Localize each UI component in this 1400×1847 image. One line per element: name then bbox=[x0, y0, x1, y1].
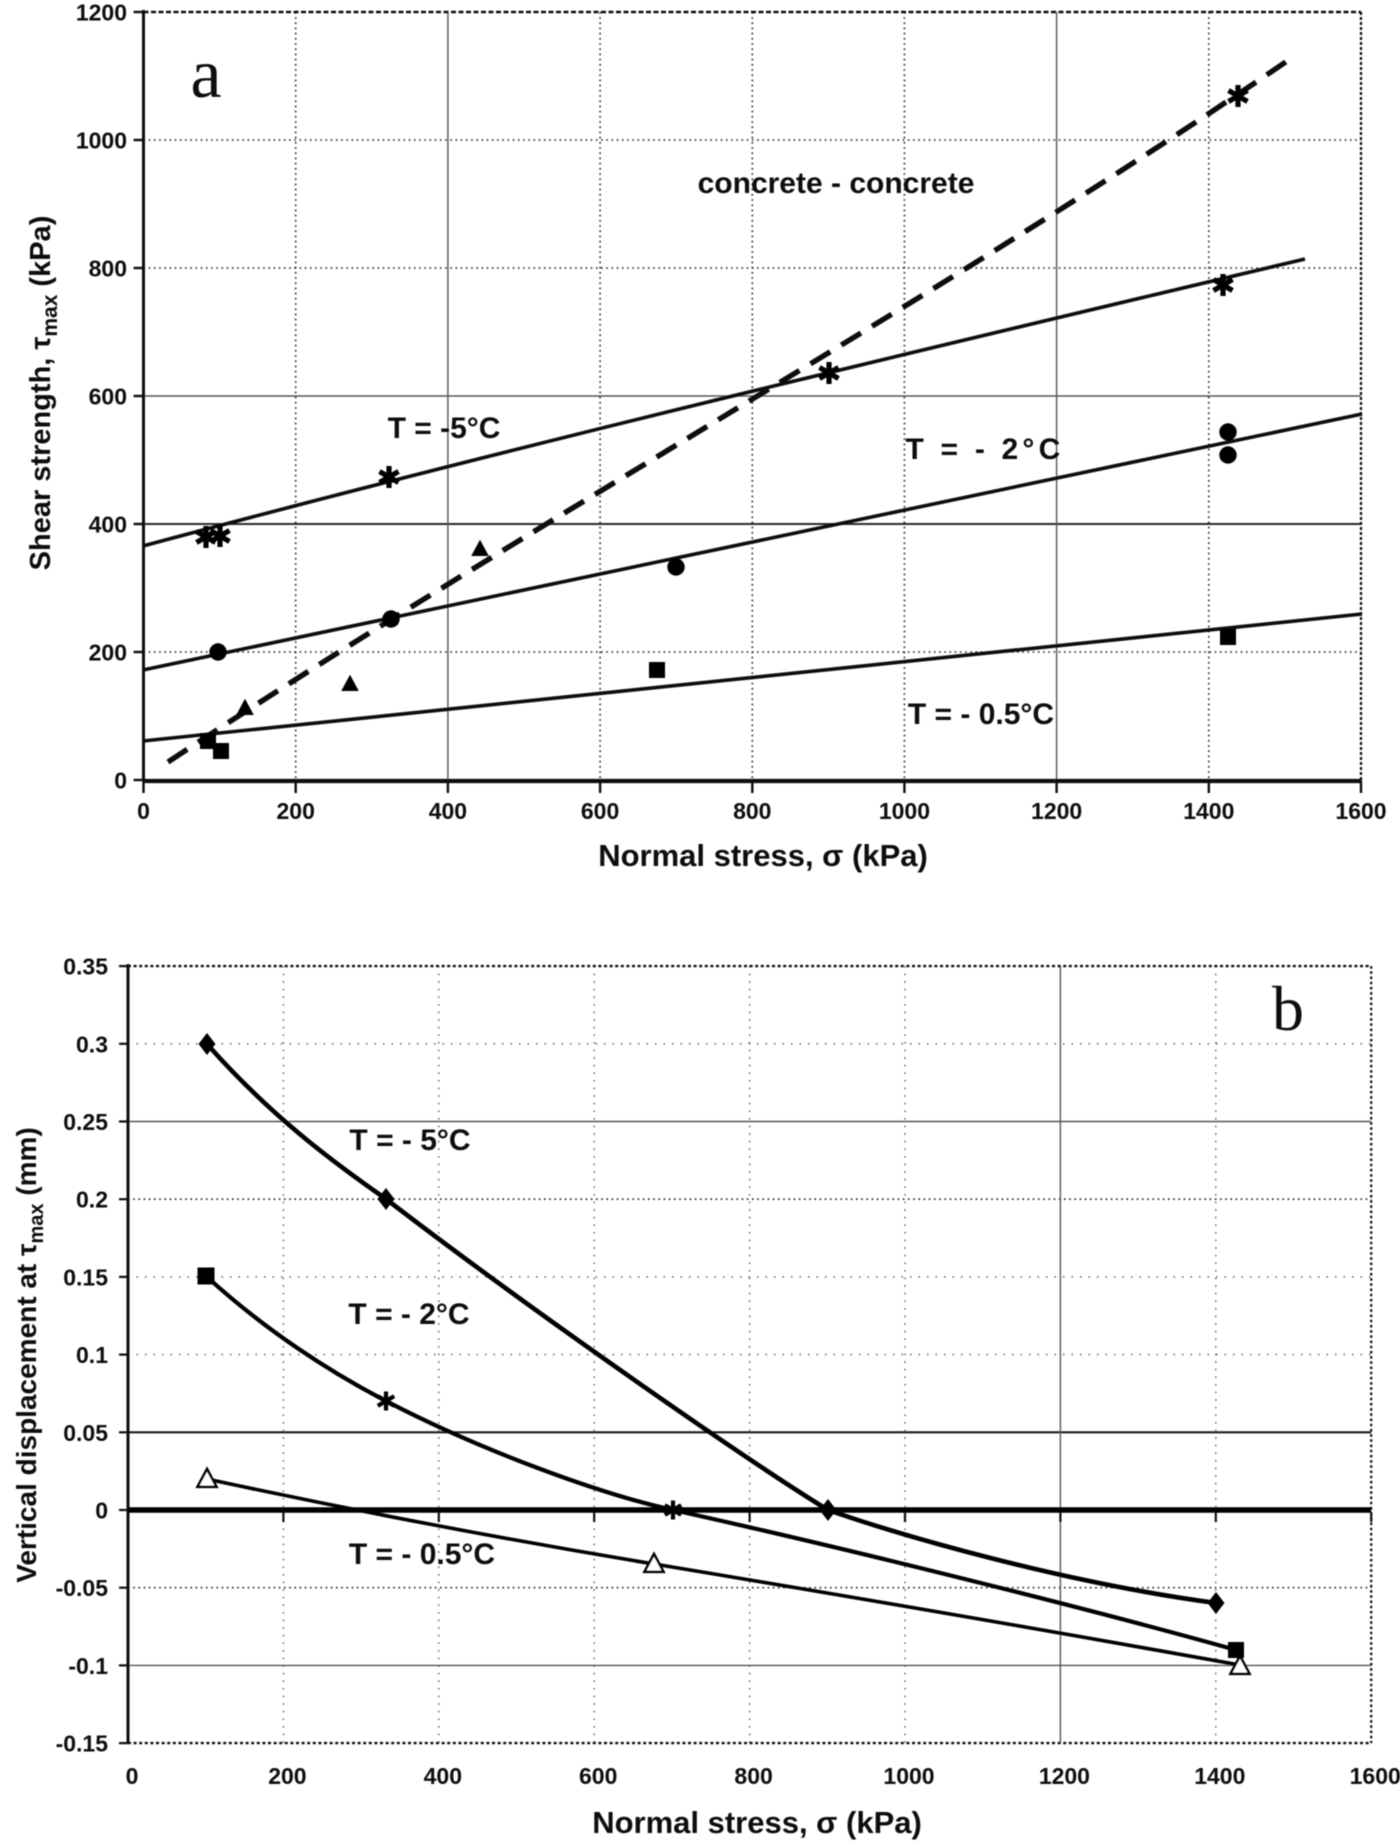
svg-text:T = - 5°C: T = - 5°C bbox=[349, 1124, 470, 1157]
svg-text:0: 0 bbox=[126, 1763, 139, 1789]
svg-text:800: 800 bbox=[733, 798, 771, 824]
svg-text:1000: 1000 bbox=[76, 128, 127, 154]
svg-text:1200: 1200 bbox=[76, 0, 127, 26]
svg-text:0.2: 0.2 bbox=[76, 1187, 108, 1213]
svg-text:200: 200 bbox=[268, 1763, 306, 1789]
svg-text:0.1: 0.1 bbox=[76, 1342, 108, 1368]
svg-text:0.05: 0.05 bbox=[63, 1420, 108, 1446]
svg-text:T = - 0.5°C: T = - 0.5°C bbox=[908, 698, 1054, 731]
svg-text:1200: 1200 bbox=[1039, 1763, 1090, 1789]
svg-text:0.25: 0.25 bbox=[63, 1109, 108, 1135]
svg-text:1600: 1600 bbox=[1335, 798, 1386, 824]
svg-text:0: 0 bbox=[114, 768, 127, 794]
svg-text:600: 600 bbox=[579, 1763, 617, 1789]
svg-text:Normal stress, σ (kPa): Normal stress, σ (kPa) bbox=[592, 1805, 922, 1840]
svg-text:1400: 1400 bbox=[1194, 1763, 1245, 1789]
svg-text:0: 0 bbox=[137, 798, 150, 824]
svg-text:1000: 1000 bbox=[883, 1763, 934, 1789]
svg-text:-0.15: -0.15 bbox=[56, 1731, 109, 1757]
svg-text:600: 600 bbox=[581, 798, 619, 824]
svg-text:1000: 1000 bbox=[879, 798, 930, 824]
svg-text:800: 800 bbox=[734, 1763, 772, 1789]
svg-text:a: a bbox=[190, 36, 221, 113]
svg-text:200: 200 bbox=[89, 640, 127, 666]
svg-text:600: 600 bbox=[89, 384, 127, 410]
svg-text:400: 400 bbox=[89, 512, 127, 538]
svg-text:0: 0 bbox=[95, 1498, 108, 1524]
svg-text:T = -5°C: T = -5°C bbox=[388, 412, 501, 445]
svg-text:T = - 0.5°C: T = - 0.5°C bbox=[349, 1538, 495, 1571]
svg-text:concrete - concrete: concrete - concrete bbox=[698, 167, 975, 200]
svg-text:200: 200 bbox=[277, 798, 315, 824]
svg-text:Normal stress, σ (kPa): Normal stress, σ (kPa) bbox=[598, 838, 928, 873]
svg-text:1200: 1200 bbox=[1031, 798, 1082, 824]
svg-text:0.3: 0.3 bbox=[76, 1031, 108, 1057]
svg-text:Vertical displacement at τmax: Vertical displacement at τmax (mm) bbox=[11, 1127, 48, 1583]
svg-text:800: 800 bbox=[89, 256, 127, 282]
svg-text:1400: 1400 bbox=[1183, 798, 1234, 824]
svg-text:400: 400 bbox=[424, 1763, 462, 1789]
svg-text:0.15: 0.15 bbox=[63, 1264, 108, 1290]
svg-text:Shear strength, τmax (kPa): Shear strength, τmax (kPa) bbox=[25, 216, 62, 571]
svg-text:T = - 2°C: T = - 2°C bbox=[906, 433, 1065, 466]
svg-text:-0.1: -0.1 bbox=[68, 1653, 108, 1679]
svg-text:1600: 1600 bbox=[1350, 1763, 1400, 1789]
svg-text:400: 400 bbox=[429, 798, 467, 824]
svg-text:T = - 2°C: T = - 2°C bbox=[348, 1298, 469, 1331]
svg-text:-0.05: -0.05 bbox=[56, 1575, 109, 1601]
svg-text:0.35: 0.35 bbox=[63, 954, 108, 980]
svg-text:b: b bbox=[1272, 973, 1304, 1044]
